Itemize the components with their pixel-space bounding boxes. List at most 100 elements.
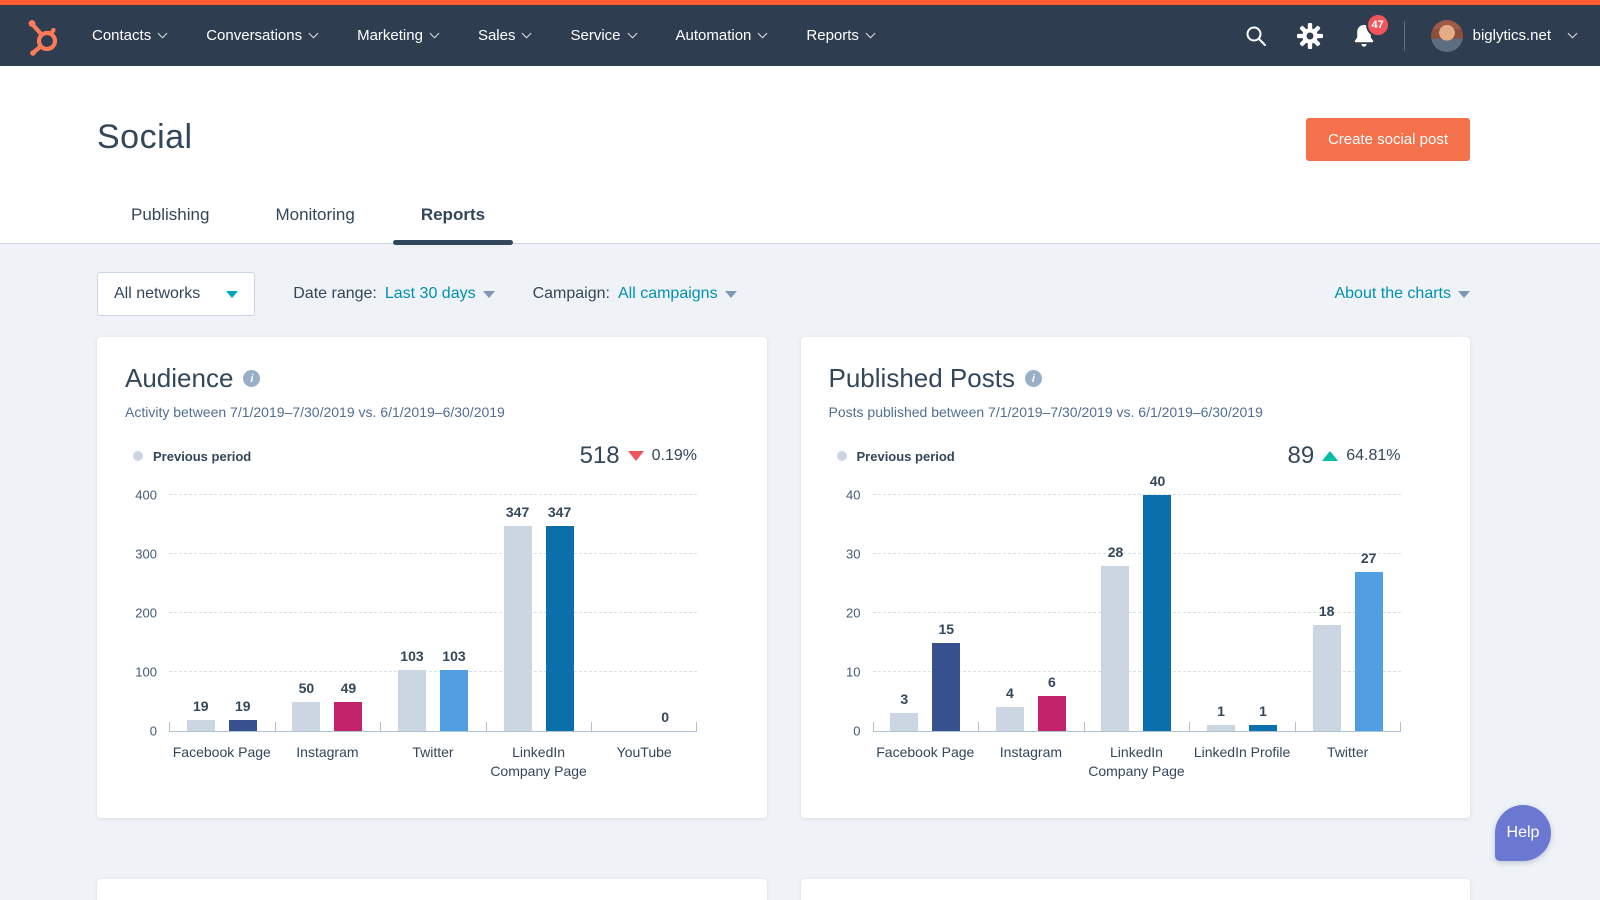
bar[interactable]: 4 [995,685,1024,731]
bar[interactable]: 1 [1249,703,1278,731]
category-label: YouTube [616,744,672,760]
help-button[interactable]: Help [1495,805,1551,861]
category-label: Twitter [1327,744,1369,760]
gridline [872,612,1401,613]
y-axis-label: 20 [846,605,861,621]
bar-group: 19 19 Facebook Page [169,496,275,760]
trend-arrow-icon [627,451,644,461]
y-axis-label: 400 [135,487,157,503]
y-axis-label: 30 [846,546,861,562]
nav-item-marketing[interactable]: Marketing [357,27,440,44]
about-the-charts-label: About the charts [1334,285,1451,302]
interactions-card: Interactions [97,879,767,900]
networks-dropdown[interactable]: All networks [97,272,256,316]
card-title: Published Posts [828,363,1015,393]
bar-value-label: 103 [400,648,424,665]
account-menu[interactable]: biglytics.net [1430,19,1578,52]
tab-reports[interactable]: Reports [392,205,514,245]
audience-card: Audience Activity between 7/1/2019–7/30/… [97,337,767,818]
clicks-card: Clicks [800,879,1470,900]
bar[interactable]: 19 [186,698,215,731]
total-metric: 89 64.81% [1288,442,1401,470]
bar-slot: 1 [1207,496,1236,731]
gridline [872,671,1401,672]
bar[interactable]: 347 [545,504,574,731]
y-axis-label: 0 [149,723,157,739]
about-the-charts-link[interactable]: About the charts [1334,285,1470,303]
bar[interactable]: 3 [890,691,919,731]
card-subtitle: Posts published between 7/1/2019–7/30/20… [828,404,1263,420]
networks-dropdown-value: All networks [114,285,201,302]
chevron-down-icon [757,28,768,39]
search-icon[interactable] [1242,22,1270,50]
dropdown-caret-icon [482,290,495,298]
bar[interactable]: 50 [292,680,321,731]
nav-item-label: Automation [675,27,752,44]
bar[interactable]: 18 [1312,603,1341,731]
info-icon[interactable] [1024,370,1042,387]
nav-item-label: Conversations [206,27,303,44]
total-metric: 518 0.19% [580,442,697,470]
bar[interactable]: 27 [1354,550,1383,731]
bar[interactable]: 19 [228,698,257,731]
nav-item-label: Reports [806,27,859,44]
date-range-dropdown[interactable]: Last 30 days [385,285,495,303]
tab-monitoring[interactable]: Monitoring [275,205,355,224]
category-label: LinkedIn Profile [1193,744,1291,760]
bar-value-label: 4 [1005,685,1014,702]
campaign-dropdown[interactable]: All campaigns [618,285,737,303]
hubspot-logo-icon[interactable] [26,16,60,56]
bar[interactable]: 6 [1037,674,1066,731]
bar-slot: 103 [397,496,426,731]
bar-slot: 0 [651,496,679,731]
bar[interactable]: 103 [439,648,468,731]
legend-previous-period[interactable]: Previous period [836,448,955,464]
bar[interactable]: 40 [1143,473,1172,731]
bar[interactable]: 28 [1101,544,1130,731]
bar-slot: 50 [292,496,321,731]
legend-previous-period[interactable]: Previous period [133,449,251,464]
chevron-down-icon [1567,28,1578,39]
bar[interactable]: 49 [334,680,363,731]
gridline [169,671,697,672]
gridline [169,553,697,554]
legend-label: Previous period [856,448,955,464]
nav-item-automation[interactable]: Automation [675,27,768,44]
bar-groups: 3 15 Facebook Page 4 6 Instagram 28 40 LinkedIn … [873,473,1401,779]
nav-item-label: Sales [477,27,516,44]
nav-item-sales[interactable]: Sales [477,27,532,44]
bar-group: 0 YouTube [591,496,697,760]
create-social-post-button[interactable]: Create social post [1305,118,1470,161]
gridline [872,494,1401,495]
card-subtitle: Activity between 7/1/2019–7/30/2019 vs. … [125,404,505,420]
bar-group: 28 40 LinkedIn Company Page [1083,473,1190,779]
gridline [169,612,697,613]
gear-icon[interactable] [1296,22,1324,50]
nav-item-service[interactable]: Service [570,27,637,44]
info-icon[interactable] [243,370,261,387]
y-axis-label: 200 [135,605,157,621]
nav-item-conversations[interactable]: Conversations [206,27,319,44]
category-label: LinkedIn Company Page [490,744,587,779]
bar[interactable]: 103 [397,648,426,731]
nav-item-contacts[interactable]: Contacts [92,27,168,44]
bar-slot: 3 [890,496,919,731]
bar-slot: 6 [1037,496,1066,731]
bar[interactable]: 15 [932,621,961,731]
bar-slot: 19 [228,496,257,731]
avatar [1430,19,1463,52]
nav-item-reports[interactable]: Reports [806,27,876,44]
bar-value-label: 0 [661,709,670,725]
bar-group: 3 15 Facebook Page [873,496,979,761]
bar-value-label: 1 [1217,703,1225,720]
bar-value-label: 6 [1047,673,1056,690]
y-axis-label: 100 [135,664,157,680]
notifications-bell-icon[interactable]: 47 [1350,12,1390,50]
bar[interactable]: 347 [503,504,532,731]
bar-value-label: 15 [938,620,955,637]
account-name: biglytics.net [1472,27,1551,44]
bar[interactable]: 1 [1207,703,1236,731]
tab-publishing[interactable]: Publishing [131,205,210,224]
top-navigation: Contacts Conversations Marketing Sales S… [0,0,1600,66]
nav-item-label: Marketing [357,27,423,44]
